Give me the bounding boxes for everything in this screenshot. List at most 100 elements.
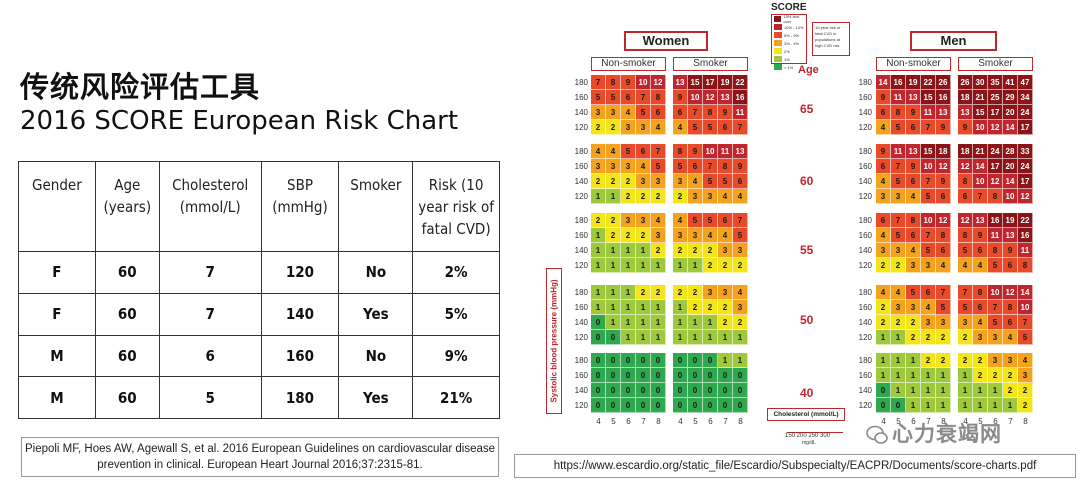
source-url[interactable]: https://www.escardio.org/static_file/Esc… [514, 454, 1076, 478]
risk-cell: 8 [1003, 300, 1018, 315]
risk-cell: 2 [921, 353, 936, 368]
header-risk: Risk (10 year risk of fatal CVD) [412, 161, 500, 252]
risk-cell: 1 [973, 398, 988, 413]
risk-cell: 2 [733, 258, 748, 273]
cholesterol-tick: 5 [693, 417, 698, 426]
risk-cell: 1 [591, 300, 606, 315]
risk-cell: 4 [921, 300, 936, 315]
cell-gender: F [18, 251, 96, 294]
risk-cell: 1 [591, 228, 606, 243]
risk-cell: 3 [688, 189, 703, 204]
risk-cell: 6 [876, 213, 891, 228]
risk-cell: 11 [921, 105, 936, 120]
risk-cell: 0 [591, 330, 606, 345]
risk-cell: 7 [921, 228, 936, 243]
risk-cell: 11 [718, 144, 733, 159]
risk-cell: 7 [973, 189, 988, 204]
sbp-label: 120 [858, 261, 872, 270]
risk-cell: 0 [651, 368, 666, 383]
risk-cell: 8 [891, 105, 906, 120]
risk-cell: 12 [703, 90, 718, 105]
risk-cell: 0 [733, 368, 748, 383]
cell-age: 60 [94, 292, 160, 336]
risk-cell: 1 [958, 383, 973, 398]
cell-risk: 21% [412, 376, 500, 419]
risk-cell: 0 [621, 368, 636, 383]
risk-cell: 4 [733, 189, 748, 204]
risk-cell: 1 [606, 258, 621, 273]
risk-cell: 2 [636, 189, 651, 204]
risk-cell: 4 [1003, 330, 1018, 345]
risk-cell: 9 [906, 159, 921, 174]
risk-cell: 4 [733, 285, 748, 300]
men-label: Men [910, 31, 997, 51]
cholesterol-ticks: 4 5 6 7 8 [591, 417, 666, 426]
risk-cell: 7 [688, 105, 703, 120]
risk-cell: 1 [921, 383, 936, 398]
risk-cell: 2 [621, 174, 636, 189]
risk-cell: 1 [651, 300, 666, 315]
risk-cell: 1 [988, 383, 1003, 398]
risk-cell: 1 [651, 315, 666, 330]
risk-cell: 3 [703, 189, 718, 204]
risk-cell: 2 [703, 300, 718, 315]
cholesterol-tick: 4 [963, 417, 968, 426]
cell-risk: 9% [412, 334, 500, 378]
risk-cell: 12 [651, 75, 666, 90]
cholesterol-label: Cholesterol (mmol/L) [767, 408, 845, 421]
risk-cell: 0 [703, 368, 718, 383]
sbp-labels: 180 160 140 120 [852, 144, 872, 204]
risk-cell: 14 [1003, 174, 1018, 189]
risk-cell: 2 [673, 285, 688, 300]
risk-cell: 14 [876, 75, 891, 90]
risk-cell: 3 [673, 174, 688, 189]
sbp-label: 140 [858, 318, 872, 327]
risk-cell: 34 [1018, 90, 1033, 105]
cholesterol-tick: 5 [896, 417, 901, 426]
risk-cell: 3 [718, 285, 733, 300]
risk-cell: 0 [591, 315, 606, 330]
risk-cell: 3 [606, 105, 621, 120]
risk-cell: 4 [1018, 353, 1033, 368]
risk-cell: 17 [1018, 120, 1033, 135]
risk-cell: 8 [958, 228, 973, 243]
legend-item: 15% and over [772, 14, 806, 24]
risk-cell: 4 [673, 213, 688, 228]
risk-cell: 2 [906, 330, 921, 345]
cell-sbp: 160 [260, 334, 340, 378]
risk-cell: 5 [636, 105, 651, 120]
risk-cell: 12 [988, 120, 1003, 135]
risk-cell: 1 [621, 330, 636, 345]
risk-cell: 1 [673, 330, 688, 345]
risk-cell: 5 [703, 174, 718, 189]
risk-cell: 2 [876, 258, 891, 273]
sbp-label: 140 [858, 386, 872, 395]
risk-cell: 6 [906, 228, 921, 243]
risk-cell: 2 [673, 189, 688, 204]
age-header: Age [798, 64, 819, 76]
sbp-labels: 180 160 140 120 [852, 75, 872, 135]
risk-cell: 0 [688, 368, 703, 383]
risk-cell: 12 [988, 174, 1003, 189]
risk-cell: 19 [906, 75, 921, 90]
risk-cell: 3 [1018, 368, 1033, 383]
risk-cell: 12 [1018, 189, 1033, 204]
risk-cell: 0 [733, 398, 748, 413]
risk-cell: 3 [673, 228, 688, 243]
cell-smoker: Yes [338, 292, 414, 336]
legend-item: 1% [772, 55, 806, 63]
risk-cell: 1 [591, 285, 606, 300]
sbp-label: 160 [858, 162, 872, 171]
risk-cell: 17 [703, 75, 718, 90]
header-age: Age (years) [94, 161, 160, 252]
sbp-label: 140 [858, 108, 872, 117]
cholesterol-tick: 7 [641, 417, 646, 426]
citation-reference: Piepoli MF, Hoes AW, Agewall S, et al. 2… [21, 437, 499, 477]
sbp-label: 140 [858, 246, 872, 255]
risk-cell: 0 [636, 398, 651, 413]
women-smoker-block: 13 15 17 19 22 9 10 12 13 16 6 7 8 9 11 4 5 5 6 7 [673, 75, 748, 135]
table-row: F 60 7 120 No 2% [18, 251, 500, 294]
cholesterol-tick: 8 [656, 417, 661, 426]
risk-cell: 7 [958, 285, 973, 300]
